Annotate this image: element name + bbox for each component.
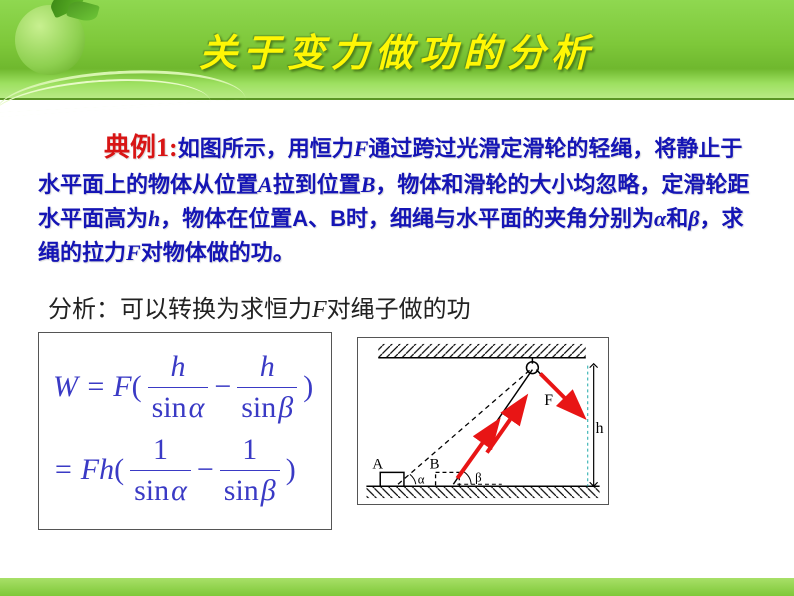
f2-frac2: 1 sinβ — [220, 432, 280, 509]
f1-frac1: h sinα — [148, 349, 209, 426]
example-label: 典例1: — [104, 133, 178, 162]
analysis-text: 分析：可以转换为求恒力F对绳子做的功 — [38, 289, 756, 324]
f1-rparen: ) — [303, 369, 313, 405]
var-beta: β — [688, 206, 699, 231]
formula-box: W = F ( h sinα − h sinβ ) = Fh ( 1 sinα — [38, 332, 332, 530]
footer-bar — [0, 578, 794, 596]
pt-5: ，物体在位置A、B时，细绳与水平面的夹角分别为 — [160, 206, 654, 231]
analysis-prefix: 分析： — [48, 297, 120, 323]
var-A: A — [258, 172, 273, 197]
f1-minus: − — [214, 369, 231, 405]
analysis-F: F — [312, 297, 327, 323]
analysis-b: 对绳子做的功 — [327, 297, 471, 323]
slide-title: 关于变力做功的分析 — [0, 22, 794, 77]
f2-lhs: = Fh — [53, 452, 114, 488]
var-h: h — [148, 206, 160, 231]
diag-label-h: h — [596, 419, 604, 436]
f1-frac2: h sinβ — [237, 349, 297, 426]
f2-lparen: ( — [114, 452, 124, 488]
var-F1: F — [354, 136, 369, 161]
var-alpha: α — [654, 206, 666, 231]
analysis-a: 可以转换为求恒力 — [120, 297, 312, 323]
diag-label-alpha: α — [418, 472, 425, 486]
f2-frac2-den: sinβ — [220, 470, 280, 509]
indent — [38, 136, 104, 161]
pt-1: 如图所示，用恒力 — [178, 136, 354, 161]
var-B: B — [361, 172, 376, 197]
f1-lhs: W = F — [53, 369, 132, 405]
f2-frac1: 1 sinα — [130, 432, 191, 509]
content-area: 典例1:如图所示，用恒力F通过跨过光滑定滑轮的轻绳，将静止于水平面上的物体从位置… — [0, 100, 794, 540]
f2-frac1-den: sinα — [130, 470, 191, 509]
pt-3: 拉到位置 — [273, 172, 361, 197]
f2-rparen: ) — [286, 452, 296, 488]
pulley-diagram: A B α β F h — [357, 337, 609, 505]
diag-label-F: F — [544, 392, 553, 409]
header-banner: 关于变力做功的分析 — [0, 0, 794, 100]
f2-frac1-num: 1 — [149, 432, 172, 470]
f2-minus: − — [197, 452, 214, 488]
diag-label-beta: β — [475, 470, 482, 484]
formula-line-1: W = F ( h sinα − h sinβ ) — [53, 349, 313, 426]
var-F2: F — [126, 240, 141, 265]
pt-6: 和 — [666, 206, 688, 231]
diag-label-A: A — [373, 456, 384, 472]
f2-frac2-num: 1 — [238, 432, 261, 470]
diag-label-B: B — [430, 456, 440, 472]
f1-frac2-num: h — [256, 349, 279, 387]
f1-frac1-num: h — [166, 349, 189, 387]
pt-8: 对物体做的功。 — [141, 240, 295, 265]
f1-frac2-den: sinβ — [237, 387, 297, 426]
f1-frac1-den: sinα — [148, 387, 209, 426]
f1-lparen: ( — [132, 369, 142, 405]
formula-line-2: = Fh ( 1 sinα − 1 sinβ ) — [53, 432, 313, 509]
formula-area: W = F ( h sinα − h sinβ ) = Fh ( 1 sinα — [38, 332, 756, 530]
problem-text: 典例1:如图所示，用恒力F通过跨过光滑定滑轮的轻绳，将静止于水平面上的物体从位置… — [38, 128, 756, 271]
